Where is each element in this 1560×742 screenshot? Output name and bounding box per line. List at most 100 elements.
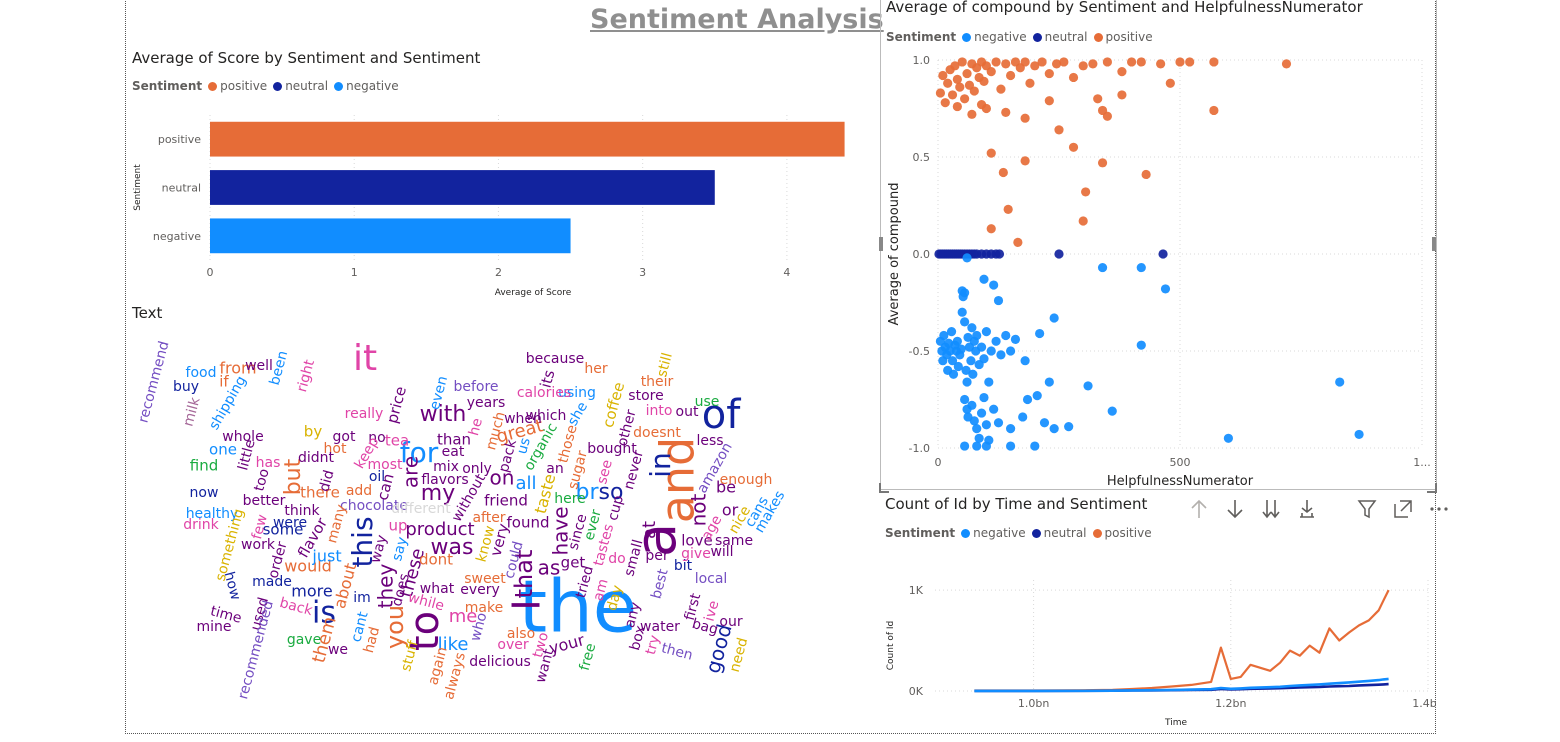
wordcloud-word: milk xyxy=(180,395,203,429)
wordcloud-word: at xyxy=(639,521,660,539)
wordcloud-word: right xyxy=(294,358,318,394)
wordcloud-word: chocolate xyxy=(340,498,408,514)
scatter-point-positive xyxy=(1078,216,1088,226)
wordcloud-word: be xyxy=(716,478,736,497)
scatter-point-positive xyxy=(981,103,991,114)
scatter-point-negative xyxy=(967,323,977,333)
legend-item-positive[interactable]: positive xyxy=(1092,526,1152,540)
scatter-point-positive xyxy=(986,224,996,234)
scatter-point-negative xyxy=(969,416,979,426)
line-chart-legend: Sentiment negative neutral positive xyxy=(885,526,1158,540)
wordcloud-word: if xyxy=(219,373,229,391)
legend-label: neutral xyxy=(1044,30,1088,44)
bar-x-tick: 0 xyxy=(207,266,214,279)
legend-label: positive xyxy=(1104,526,1152,540)
drill-up-icon[interactable] xyxy=(1188,498,1210,520)
scatter-point-negative xyxy=(1044,377,1054,387)
line-x-tick: 1.4bn xyxy=(1412,697,1436,710)
legend-marker xyxy=(334,81,344,91)
scatter-point-negative xyxy=(1354,429,1364,440)
wordcloud-word: it xyxy=(353,338,377,379)
scatter-point-positive xyxy=(1127,57,1137,67)
scatter-point-negative xyxy=(1064,422,1074,432)
legend-marker xyxy=(208,81,218,91)
line-chart-title: Count of Id by Time and Sentiment xyxy=(885,495,1148,513)
drill-down-icon[interactable] xyxy=(1224,498,1246,520)
scatter-point-negative xyxy=(1083,381,1093,391)
wordcloud-word: give xyxy=(681,546,711,562)
resize-handle-bottom-right[interactable] xyxy=(1427,483,1437,493)
filter-icon[interactable] xyxy=(1356,498,1378,520)
resize-handle-bottom-left[interactable] xyxy=(879,483,889,493)
wordcloud-word: got xyxy=(333,429,356,445)
bar-chart[interactable]: 0 1 2 3 4 positive neutral negative Average of S… xyxy=(128,105,868,300)
scatter-point-negative xyxy=(981,441,991,451)
wordcloud-word: stuff xyxy=(398,638,422,673)
legend-item-negative[interactable]: negative xyxy=(962,30,1027,44)
wordcloud-word: get xyxy=(561,554,586,572)
wordcloud-word: her xyxy=(584,361,607,377)
wordcloud-word: when xyxy=(504,411,542,427)
wordcloud-word: that xyxy=(510,550,538,599)
scatter-point-negative xyxy=(1039,418,1050,428)
scatter-point-negative xyxy=(1049,424,1059,434)
line-chart[interactable]: 0K 1K 1.0bn 1.2bn 1.4bn Time Count of Id xyxy=(880,548,1436,734)
bar-y-tick: neutral xyxy=(162,182,201,195)
more-options-icon[interactable] xyxy=(1428,498,1450,520)
wordcloud-word: price xyxy=(383,385,410,426)
wordcloud-word: than xyxy=(437,431,471,449)
legend-item-positive[interactable]: positive xyxy=(1093,30,1153,44)
wordcloud-word: store xyxy=(628,388,663,404)
scatter-point-negative xyxy=(984,377,994,387)
scatter-point-negative xyxy=(993,418,1004,428)
scatter-chart[interactable]: 1.0 0.5 0.0 -0.5 -1.0 0 500 1... HelpfulnessNume… xyxy=(880,48,1436,490)
wordcloud-word: because xyxy=(526,351,585,367)
scatter-point-positive xyxy=(1136,57,1146,67)
scatter-y-label: Average of compound xyxy=(887,183,902,326)
scatter-point-positive xyxy=(1281,59,1292,69)
wordcloud-word: but xyxy=(281,458,306,495)
wordcloud-word: not xyxy=(687,493,711,526)
wordcloud-word: he xyxy=(466,416,486,437)
wordcloud-word: box xyxy=(627,624,649,653)
scatter-point-negative xyxy=(974,433,984,443)
scatter-point-negative xyxy=(976,408,987,418)
wordcloud-word: find xyxy=(190,457,218,475)
legend-item-neutral[interactable]: neutral xyxy=(1032,30,1088,44)
wordcloud-word: two xyxy=(530,631,552,660)
legend-item-positive[interactable]: positive xyxy=(208,79,267,93)
expand-all-down-icon[interactable] xyxy=(1260,498,1282,520)
scatter-point-negative xyxy=(948,369,959,379)
bar-y-label: Sentiment xyxy=(133,164,143,211)
expand-next-level-icon[interactable] xyxy=(1296,498,1318,520)
focus-mode-icon[interactable] xyxy=(1392,498,1414,520)
resize-handle-left[interactable] xyxy=(879,237,883,251)
legend-item-neutral[interactable]: neutral xyxy=(1031,526,1087,540)
wordcloud-word: free xyxy=(577,642,600,673)
scatter-point-positive xyxy=(1102,57,1112,67)
scatter-point-positive xyxy=(1117,90,1127,100)
wordcloud-word: are xyxy=(399,456,423,488)
scatter-point-negative xyxy=(991,336,1001,346)
wordcloud-word: out xyxy=(676,404,699,420)
scatter-point-positive xyxy=(960,94,970,104)
wordcloud-word: calories xyxy=(517,385,571,401)
resize-handle-right[interactable] xyxy=(1432,237,1436,251)
wordcloud-word: just xyxy=(311,547,341,566)
wordcloud-word: this xyxy=(346,516,379,567)
line-y-tick: 1K xyxy=(909,584,924,597)
scatter-point-positive xyxy=(1020,113,1030,123)
wordcloud-word: were xyxy=(273,515,307,531)
wordcloud-word: an xyxy=(546,461,563,477)
wordcloud-word: before xyxy=(453,379,498,395)
scatter-point-positive xyxy=(1037,57,1047,67)
wordcloud-word: there xyxy=(300,484,340,502)
wordcloud-word: add xyxy=(346,483,372,499)
scatter-point-positive xyxy=(1185,57,1195,67)
scatter-point-negative xyxy=(952,336,962,346)
legend-item-negative[interactable]: negative xyxy=(961,526,1026,540)
legend-item-neutral[interactable]: neutral xyxy=(273,79,328,93)
legend-item-negative[interactable]: negative xyxy=(334,79,399,93)
wordcloud-word: whole xyxy=(222,429,263,445)
scatter-point-positive xyxy=(1001,107,1011,117)
